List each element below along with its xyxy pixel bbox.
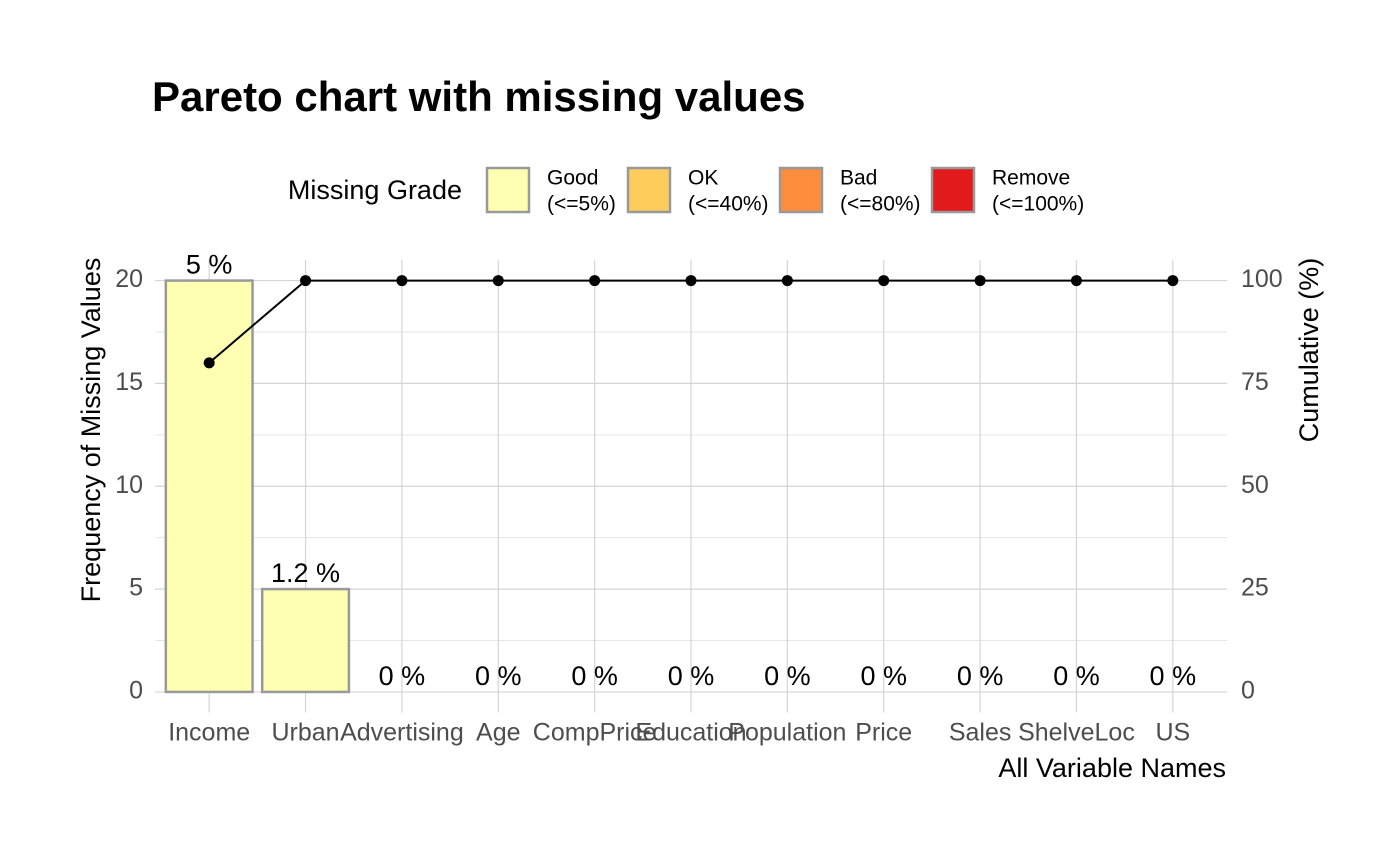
cumulative-point bbox=[300, 275, 312, 287]
cumulative-point bbox=[1070, 275, 1082, 287]
y-tick-label: 20 bbox=[115, 265, 143, 293]
value-label: 0 % bbox=[860, 661, 907, 691]
legend-title: Missing Grade bbox=[288, 175, 462, 205]
legend-label: Good bbox=[547, 167, 598, 190]
value-label: 0 % bbox=[1053, 661, 1100, 691]
legend-label: Remove bbox=[992, 167, 1070, 190]
cumulative-point bbox=[974, 275, 986, 287]
value-label: 0 % bbox=[1150, 661, 1197, 691]
y2-tick-label: 75 bbox=[1241, 368, 1269, 396]
value-label: 0 % bbox=[379, 661, 426, 691]
cumulative-point bbox=[878, 275, 890, 287]
x-tick-label: Age bbox=[476, 719, 520, 747]
legend-swatch bbox=[626, 166, 672, 214]
bar bbox=[164, 279, 254, 694]
cumulative-point bbox=[492, 275, 504, 287]
y2-tick-label: 100 bbox=[1241, 265, 1283, 293]
cumulative-point bbox=[203, 357, 215, 369]
cumulative-point bbox=[396, 275, 408, 287]
cumulative-point bbox=[1167, 275, 1179, 287]
value-label: 0 % bbox=[475, 661, 522, 691]
value-label: 5 % bbox=[186, 250, 233, 280]
legend-swatch bbox=[778, 166, 824, 214]
x-tick-label: Education bbox=[635, 719, 746, 747]
bar bbox=[260, 587, 351, 694]
y2-tick-label: 25 bbox=[1241, 574, 1269, 602]
y-tick-label: 0 bbox=[129, 677, 143, 705]
y-tick-label: 5 bbox=[129, 574, 143, 602]
y-tick-label: 15 bbox=[115, 368, 143, 396]
legend-range: (<=5%) bbox=[547, 193, 616, 216]
value-label: 1.2 % bbox=[271, 558, 340, 588]
y-tick-label: 10 bbox=[115, 471, 143, 499]
y2-axis-label: Cumulative (%) bbox=[1294, 258, 1324, 443]
x-tick-label: Advertising bbox=[340, 719, 464, 747]
legend-swatch bbox=[485, 166, 531, 214]
legend-range: (<=100%) bbox=[992, 193, 1084, 216]
y2-tick-label: 50 bbox=[1241, 471, 1269, 499]
legend-label: Bad bbox=[840, 167, 877, 190]
cumulative-point bbox=[685, 275, 697, 287]
legend-range: (<=40%) bbox=[688, 193, 769, 216]
x-tick-label: Urban bbox=[271, 719, 339, 747]
x-tick-label: Sales bbox=[949, 719, 1012, 747]
x-axis-label: All Variable Names bbox=[998, 753, 1226, 783]
x-tick-label: CompPrice bbox=[533, 719, 657, 747]
x-tick-label: Population bbox=[728, 719, 846, 747]
legend-range: (<=80%) bbox=[840, 193, 921, 216]
value-label: 0 % bbox=[571, 661, 618, 691]
cumulative-point bbox=[781, 275, 793, 287]
y2-tick-label: 0 bbox=[1241, 677, 1255, 705]
chart-title: Pareto chart with missing values bbox=[152, 73, 806, 120]
value-label: 0 % bbox=[668, 661, 715, 691]
x-tick-label: ShelveLoc bbox=[1018, 719, 1135, 747]
x-tick-label: Price bbox=[855, 719, 912, 747]
value-label: 0 % bbox=[764, 661, 811, 691]
cumulative-point bbox=[589, 275, 601, 287]
x-tick-label: Income bbox=[168, 719, 250, 747]
value-label: 0 % bbox=[957, 661, 1004, 691]
legend-label: OK bbox=[688, 167, 718, 190]
x-tick-label: US bbox=[1155, 719, 1190, 747]
y-axis-label: Frequency of Missing Values bbox=[76, 258, 106, 603]
legend-swatch bbox=[930, 166, 976, 214]
